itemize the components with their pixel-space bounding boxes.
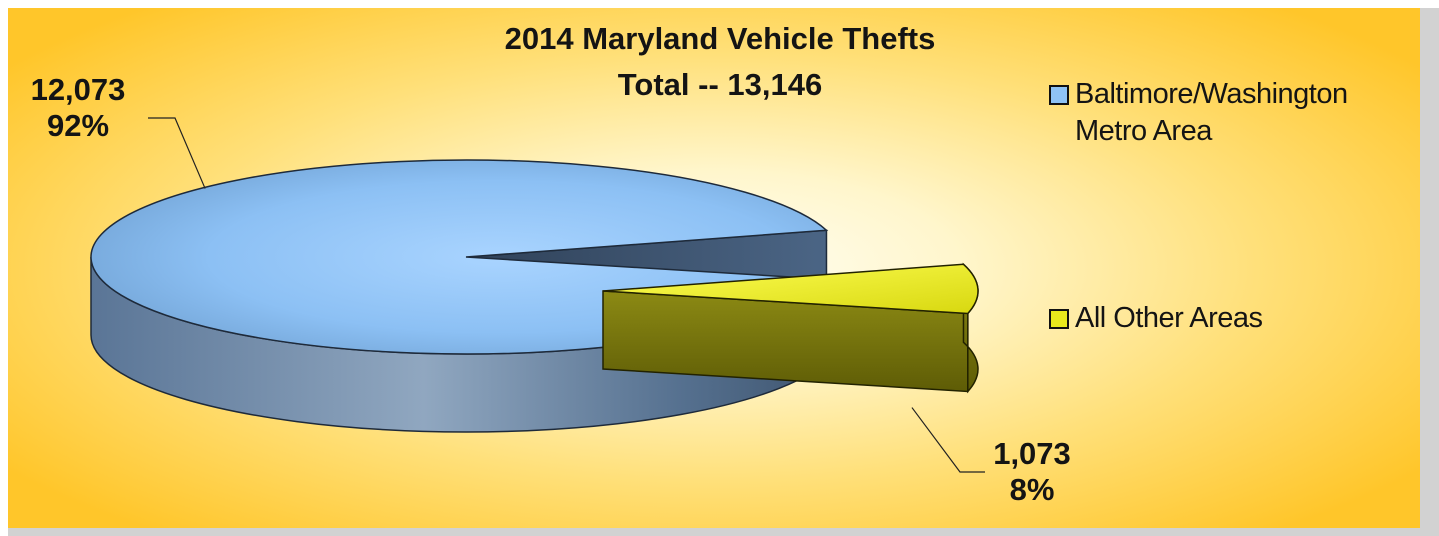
slice-value-other: 1,073 [993, 436, 1071, 471]
frame-shadow-bottom [8, 528, 1439, 536]
leader-line-other [911, 407, 985, 473]
legend-label-other: All Other Areas [1075, 302, 1263, 334]
leader-line-metro [148, 117, 206, 189]
chart-subtitle: Total -- 13,146 [617, 67, 823, 102]
legend-swatch-other [1049, 309, 1069, 329]
chart-title: 2014 Maryland Vehicle Thefts [504, 21, 936, 56]
slice-percent-metro: 92% [46, 108, 110, 143]
legend-item-metro: Baltimore/Washington Metro Area [1049, 76, 1405, 150]
frame-shadow-right [1420, 8, 1439, 536]
slice-label-other: 1,073 8% [962, 436, 1102, 508]
slice-value-metro: 12,073 [30, 72, 126, 107]
slice-label-metro: 12,073 92% [8, 72, 148, 144]
slice-percent-other: 8% [1009, 472, 1055, 507]
legend-item-other: All Other Areas [1049, 300, 1405, 337]
legend-label-metro: Baltimore/Washington Metro Area [1075, 78, 1348, 147]
legend-swatch-metro [1049, 85, 1069, 105]
pie-slice-other [602, 263, 979, 315]
